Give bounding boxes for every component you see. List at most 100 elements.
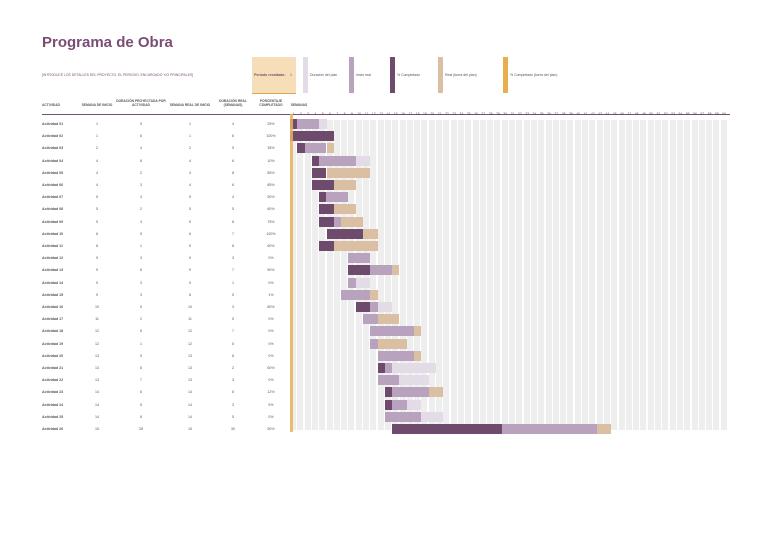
cell-ad[interactable]: 5 [232, 317, 234, 322]
cell-name[interactable]: Actividad 06 [42, 183, 64, 187]
table-row[interactable]: Actividad 18 12 6 12 7 0% [42, 325, 290, 337]
week-number[interactable]: 46 [620, 112, 624, 116]
week-number[interactable]: 3 [307, 112, 310, 116]
cell-as[interactable]: 13 [188, 366, 192, 370]
table-row[interactable]: Actividad 16 10 5 10 3 80% [42, 301, 290, 313]
cell-pct[interactable]: 25% [267, 122, 275, 126]
cell-as[interactable]: 4 [189, 158, 191, 163]
week-number[interactable]: 30 [503, 112, 508, 116]
week-number[interactable]: 47 [627, 112, 632, 116]
cell-pd[interactable]: 8 [140, 414, 142, 419]
cell-name[interactable]: Actividad 07 [42, 195, 64, 200]
week-number[interactable]: 15 [393, 112, 398, 116]
cell-pd[interactable]: 3 [140, 280, 142, 285]
cell-as[interactable]: 6 [189, 231, 191, 236]
cell-ad[interactable]: 6 [232, 219, 234, 224]
cell-ps[interactable]: 9 [96, 280, 98, 285]
cell-ps[interactable]: 6 [96, 244, 98, 248]
cell-pd[interactable]: 1 [140, 244, 142, 248]
table-row[interactable]: Actividad 21 13 8 13 2 60% [42, 362, 290, 374]
cell-as[interactable]: 9 [189, 268, 191, 273]
cell-pd[interactable]: 3 [140, 183, 142, 187]
week-number[interactable]: 5 [321, 112, 324, 116]
cell-name[interactable]: Actividad 05 [42, 170, 64, 175]
table-row[interactable]: Actividad 20 13 5 13 6 0% [42, 350, 290, 362]
week-number[interactable]: 50 [649, 112, 654, 116]
cell-ps[interactable]: 10 [95, 305, 99, 309]
cell-ps[interactable]: 4 [96, 170, 98, 175]
week-number[interactable]: 10 [357, 112, 362, 116]
week-number[interactable]: 35 [539, 112, 544, 116]
cell-pd[interactable]: 2 [140, 170, 142, 175]
week-number[interactable]: 17 [408, 112, 413, 116]
table-row[interactable]: Actividad 06 4 3 4 6 85% [42, 179, 290, 191]
cell-ps[interactable]: 14 [95, 402, 99, 407]
cell-name[interactable]: Actividad 23 [42, 390, 64, 395]
cell-ps[interactable]: 6 [96, 231, 98, 236]
cell-pd[interactable]: 4 [140, 146, 142, 151]
cell-pct[interactable]: 100% [266, 134, 276, 139]
cell-ad[interactable]: 7 [232, 231, 234, 236]
cell-as[interactable]: 11 [188, 317, 192, 322]
cell-pd[interactable]: 4 [140, 195, 142, 200]
cell-name[interactable]: Actividad 10 [42, 231, 64, 236]
cell-name[interactable]: Actividad 20 [42, 353, 64, 358]
cell-pd[interactable]: 5 [140, 122, 142, 126]
cell-name[interactable]: Actividad 09 [42, 219, 64, 224]
week-number[interactable]: 45 [612, 112, 617, 116]
week-number[interactable]: 48 [634, 112, 639, 116]
cell-pct[interactable]: 50% [267, 427, 275, 431]
cell-ad[interactable]: 2 [232, 366, 234, 370]
cell-ps[interactable]: 4 [96, 158, 98, 163]
period-input[interactable]: 1 [290, 73, 292, 77]
table-row[interactable]: Actividad 12 9 3 9 3 0% [42, 252, 290, 264]
week-number[interactable]: 6 [329, 112, 331, 116]
table-row[interactable]: Actividad 02 1 6 1 6 100% [42, 130, 290, 142]
cell-as[interactable]: 4 [189, 183, 191, 187]
week-number[interactable]: 9 [350, 112, 353, 116]
cell-pct[interactable]: 75% [267, 219, 275, 224]
cell-ad[interactable]: 7 [232, 329, 234, 334]
table-row[interactable]: Actividad 10 6 5 6 7 100% [42, 228, 290, 240]
cell-as[interactable]: 8 [189, 292, 191, 297]
week-number[interactable]: 59 [715, 112, 719, 116]
table-row[interactable]: Actividad 15 9 3 8 5 1% [42, 289, 290, 301]
cell-as[interactable]: 12 [188, 341, 192, 346]
cell-name[interactable]: Actividad 12 [42, 256, 64, 261]
week-number[interactable]: 39 [569, 112, 573, 116]
cell-pct[interactable]: 60% [267, 244, 275, 248]
table-row[interactable]: Actividad 23 14 6 14 8 12% [42, 386, 290, 398]
cell-as[interactable]: 4 [189, 170, 191, 175]
cell-ps[interactable]: 2 [96, 146, 98, 151]
table-row[interactable]: Actividad 17 11 2 11 5 0% [42, 313, 290, 325]
week-number[interactable]: 58 [707, 112, 712, 116]
week-number[interactable]: 28 [488, 112, 493, 116]
cell-pct[interactable]: 80% [267, 305, 275, 309]
cell-name[interactable]: Actividad 11 [42, 244, 63, 248]
cell-name[interactable]: Actividad 08 [42, 207, 64, 212]
cell-pct[interactable]: 1% [268, 292, 274, 297]
cell-ps[interactable]: 12 [95, 341, 99, 346]
week-number[interactable]: 31 [510, 112, 515, 116]
cell-ps[interactable]: 1 [96, 134, 98, 139]
week-number[interactable]: 13 [379, 112, 383, 116]
cell-ps[interactable]: 4 [96, 183, 98, 187]
cell-name[interactable]: Actividad 19 [42, 341, 64, 346]
week-number[interactable]: 20 [430, 112, 435, 116]
week-number[interactable]: 37 [554, 112, 559, 116]
table-row[interactable]: Actividad 07 5 4 5 4 50% [42, 191, 290, 203]
cell-ad[interactable]: 4 [232, 195, 234, 200]
cell-as[interactable]: 15 [188, 427, 192, 431]
week-number[interactable]: 23 [452, 112, 456, 116]
week-number[interactable]: 32 [517, 112, 522, 116]
week-number[interactable]: 36 [547, 112, 551, 116]
week-number[interactable]: 44 [605, 112, 610, 116]
cell-pct[interactable]: 0% [268, 256, 274, 261]
cell-ad[interactable]: 3 [232, 256, 234, 261]
cell-ad[interactable]: 6 [232, 134, 234, 139]
cell-pct[interactable]: 5% [268, 402, 274, 407]
cell-pd[interactable]: 3 [140, 256, 142, 261]
cell-ad[interactable]: 3 [232, 402, 234, 407]
cell-pct[interactable]: 10% [267, 158, 275, 163]
week-number[interactable]: 57 [700, 112, 705, 116]
